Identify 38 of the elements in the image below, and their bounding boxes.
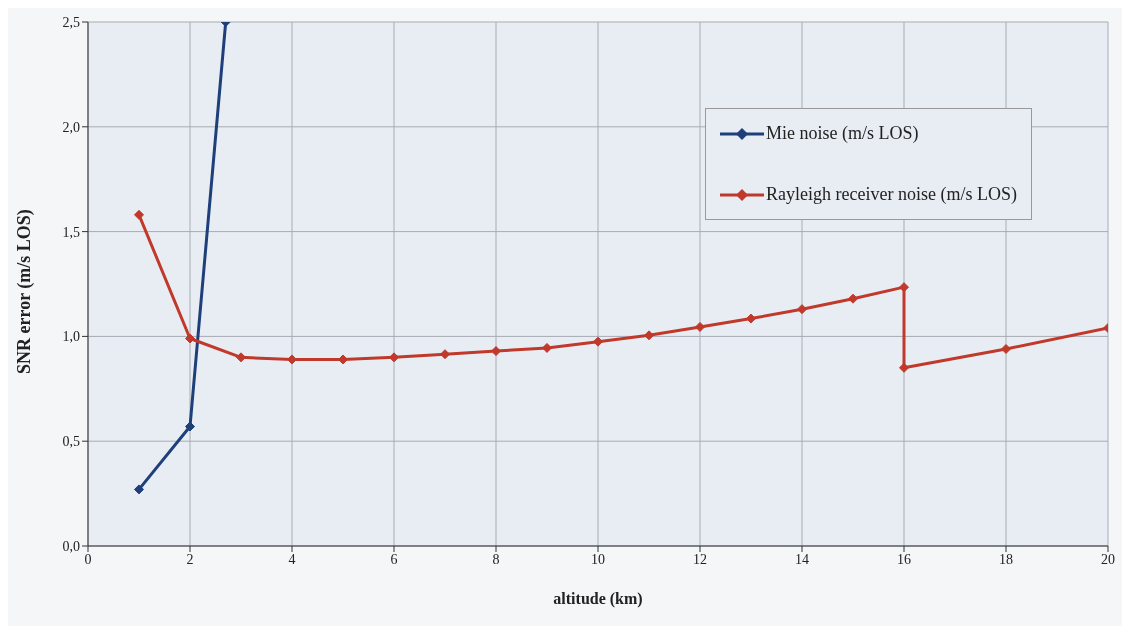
point: [440, 349, 450, 360]
point: [185, 333, 195, 344]
point: [134, 484, 144, 495]
x-axis-title: altitude (km): [553, 590, 643, 608]
y-tick-label: 0,0: [62, 538, 80, 554]
point: [848, 293, 858, 304]
y-tick-label: 0,5: [62, 434, 80, 450]
legend-label: Rayleigh receiver noise (m/s LOS): [766, 184, 1017, 205]
x-tick-label: 16: [897, 551, 911, 567]
x-tick-label: 4: [288, 551, 296, 567]
x-tick-label: 12: [693, 551, 707, 567]
point: [644, 330, 654, 341]
point: [797, 304, 807, 315]
y-tick-label: 2,0: [62, 119, 80, 135]
x-tick-label: 10: [591, 551, 605, 567]
point: [542, 342, 552, 353]
point: [1001, 343, 1011, 354]
x-tick-label: 0: [84, 551, 92, 567]
x-tick-label: 20: [1101, 551, 1115, 567]
point: [287, 354, 297, 365]
legend-label: Mie noise (m/s LOS): [766, 123, 919, 144]
y-tick-label: 2,5: [62, 14, 80, 30]
point: [746, 313, 756, 324]
y-axis-title: SNR error (m/s LOS): [14, 209, 36, 374]
point: [389, 352, 399, 363]
point: [338, 354, 348, 365]
x-tick-label: 6: [390, 551, 398, 567]
point: [134, 209, 144, 220]
x-tick-label: 2: [186, 551, 194, 567]
x-tick-label: 14: [795, 551, 809, 567]
point: [695, 321, 705, 332]
y-tick-label: 1,5: [62, 224, 80, 240]
point: [491, 346, 501, 357]
point: [236, 352, 246, 363]
x-tick-label: 8: [492, 551, 500, 567]
point: [593, 336, 603, 347]
x-tick-label: 18: [999, 551, 1013, 567]
y-tick-label: 1,0: [62, 329, 80, 345]
